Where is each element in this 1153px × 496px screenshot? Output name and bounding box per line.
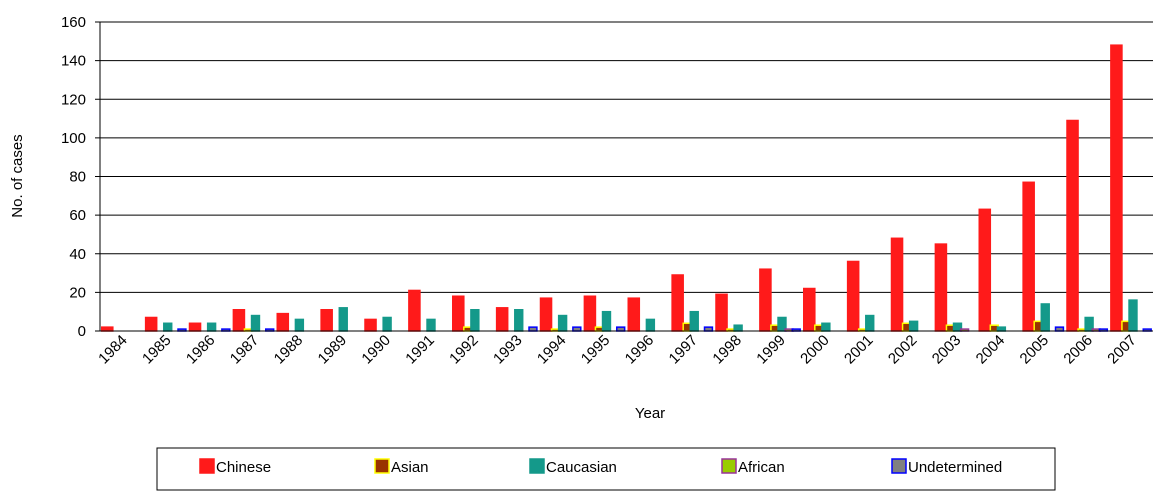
legend-label: Chinese bbox=[216, 459, 271, 476]
x-tick-label: 1988 bbox=[271, 332, 307, 368]
x-tick-label: 1985 bbox=[139, 332, 175, 368]
bar bbox=[865, 314, 875, 332]
y-tick-label: 120 bbox=[61, 91, 86, 108]
bar bbox=[408, 289, 421, 332]
bar bbox=[908, 320, 919, 332]
bar bbox=[232, 309, 246, 332]
bar bbox=[846, 260, 860, 332]
bar bbox=[320, 309, 333, 332]
y-tick-label: 140 bbox=[61, 53, 86, 70]
legend-box bbox=[156, 447, 1056, 491]
bar bbox=[1066, 119, 1079, 332]
bar bbox=[803, 287, 816, 332]
bar bbox=[759, 268, 772, 332]
legend-swatch bbox=[721, 458, 737, 474]
bar bbox=[276, 312, 290, 332]
bar bbox=[101, 326, 114, 332]
legend-swatch bbox=[199, 458, 215, 474]
legend-swatch bbox=[529, 458, 545, 474]
bar bbox=[528, 326, 538, 332]
bar bbox=[163, 322, 173, 332]
bar bbox=[583, 295, 597, 332]
bar bbox=[1040, 303, 1050, 332]
bar bbox=[1022, 181, 1035, 332]
bar bbox=[426, 318, 436, 332]
y-tick-label: 80 bbox=[69, 169, 86, 186]
bar bbox=[144, 316, 158, 332]
bar bbox=[616, 326, 626, 332]
bar bbox=[671, 274, 684, 332]
bar bbox=[821, 322, 831, 332]
legend-swatch bbox=[374, 458, 390, 474]
bar bbox=[206, 322, 217, 332]
bar bbox=[572, 326, 582, 332]
x-tick-label: 1990 bbox=[358, 332, 394, 368]
x-tick-label: 2002 bbox=[885, 332, 921, 368]
x-tick-label: 2005 bbox=[1017, 332, 1053, 368]
x-tick-label: 2003 bbox=[929, 332, 965, 368]
y-tick-label: 100 bbox=[61, 130, 86, 147]
x-tick-label: 1986 bbox=[183, 332, 219, 368]
bar bbox=[890, 237, 904, 332]
x-tick-label: 1993 bbox=[490, 332, 526, 368]
bar bbox=[514, 309, 524, 332]
bar bbox=[1054, 326, 1065, 332]
bar bbox=[715, 293, 728, 332]
legend-swatch bbox=[891, 458, 907, 474]
bar bbox=[452, 295, 465, 332]
bar bbox=[703, 326, 714, 332]
x-tick-label: 1987 bbox=[227, 332, 263, 368]
x-tick-label: 2006 bbox=[1060, 332, 1096, 368]
legend-label: Asian bbox=[391, 459, 429, 476]
y-tick-label: 20 bbox=[69, 284, 86, 301]
bar bbox=[338, 307, 348, 332]
x-tick-label: 2004 bbox=[973, 332, 1009, 368]
bar bbox=[733, 324, 743, 332]
legend-label: African bbox=[738, 459, 785, 476]
x-tick-label: 2007 bbox=[1104, 332, 1140, 368]
legend-label: Undetermined bbox=[908, 459, 1002, 476]
bar bbox=[1128, 299, 1138, 332]
x-tick-label: 1991 bbox=[402, 332, 438, 368]
bar bbox=[627, 297, 641, 332]
x-tick-label: 1992 bbox=[446, 332, 482, 368]
x-tick-label: 2000 bbox=[797, 332, 833, 368]
bar bbox=[996, 326, 1007, 332]
x-tick-label: 1984 bbox=[95, 332, 131, 368]
bar bbox=[934, 243, 948, 332]
legend-label: Caucasian bbox=[546, 459, 617, 476]
bar bbox=[294, 318, 305, 332]
bar bbox=[557, 314, 568, 332]
bar bbox=[250, 314, 261, 332]
bar bbox=[495, 307, 509, 332]
bar bbox=[364, 318, 377, 332]
bar bbox=[188, 322, 202, 332]
x-tick-label: 1998 bbox=[709, 332, 745, 368]
bar bbox=[382, 316, 392, 332]
bar bbox=[539, 297, 553, 332]
x-tick-label: 1996 bbox=[622, 332, 658, 368]
bar bbox=[1110, 44, 1123, 332]
x-tick-label: 1995 bbox=[578, 332, 614, 368]
bar bbox=[601, 310, 612, 332]
x-axis-label: Year bbox=[635, 405, 665, 422]
y-tick-label: 0 bbox=[78, 323, 86, 340]
y-tick-label: 160 bbox=[61, 14, 86, 31]
x-tick-label: 1994 bbox=[534, 332, 570, 368]
bar bbox=[978, 208, 992, 332]
x-tick-label: 2001 bbox=[841, 332, 877, 368]
x-tick-label: 1989 bbox=[315, 332, 351, 368]
bar bbox=[470, 309, 480, 332]
x-tick-label: 1997 bbox=[666, 332, 702, 368]
x-tick-label: 1999 bbox=[753, 332, 789, 368]
y-tick-label: 40 bbox=[69, 246, 86, 263]
y-tick-label: 60 bbox=[69, 207, 86, 224]
y-axis-label: No. of cases bbox=[9, 134, 26, 217]
bar bbox=[689, 310, 699, 332]
bar bbox=[645, 318, 656, 332]
